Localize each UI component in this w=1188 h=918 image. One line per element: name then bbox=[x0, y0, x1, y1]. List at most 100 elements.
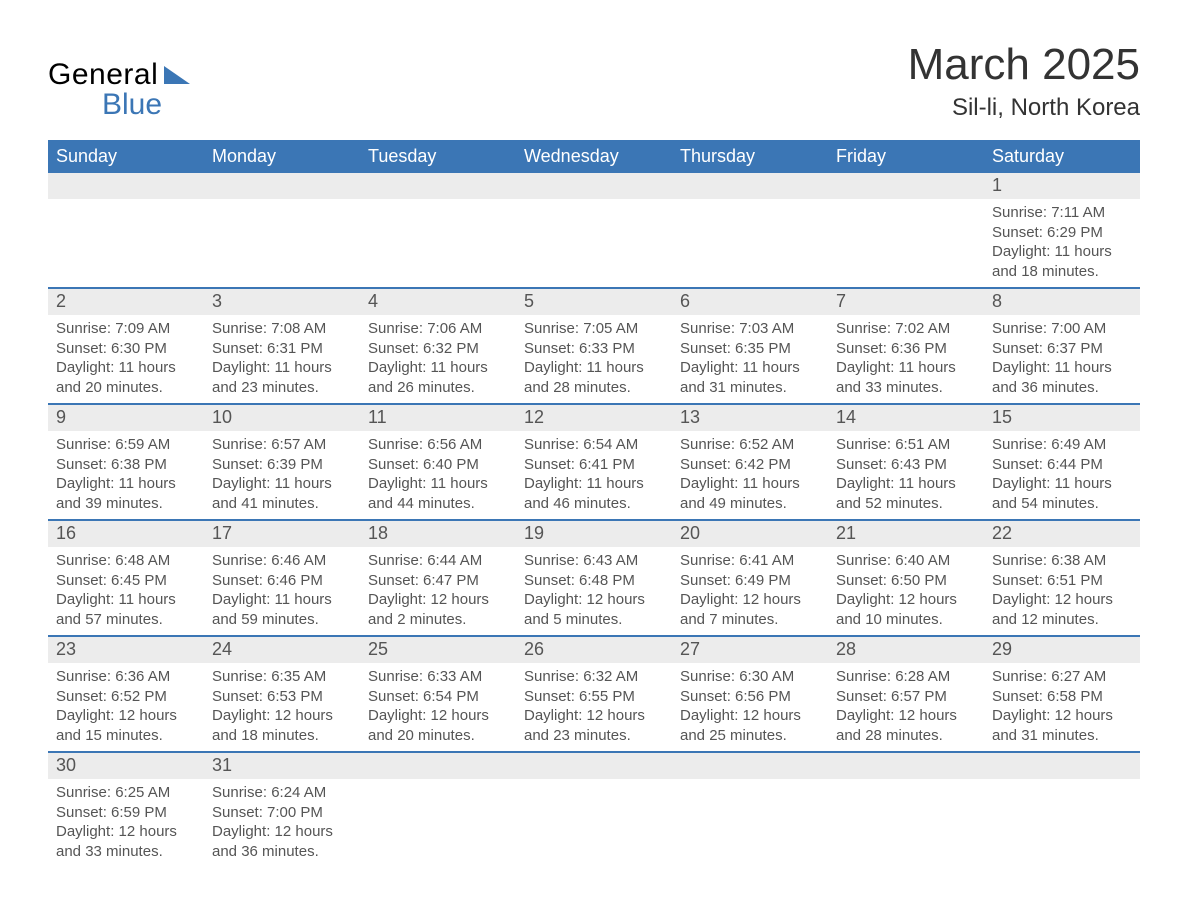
day-number: 9 bbox=[48, 405, 204, 431]
day-detail-line: and 41 minutes. bbox=[212, 494, 352, 514]
day-cell: 3Sunrise: 7:08 AMSunset: 6:31 PMDaylight… bbox=[204, 289, 360, 403]
month-title: March 2025 bbox=[908, 40, 1140, 90]
day-number: 21 bbox=[828, 521, 984, 547]
day-details: Sunrise: 6:44 AMSunset: 6:47 PMDaylight:… bbox=[360, 547, 516, 635]
day-detail-line: Sunset: 6:53 PM bbox=[212, 687, 352, 707]
week-row: 23Sunrise: 6:36 AMSunset: 6:52 PMDayligh… bbox=[48, 635, 1140, 751]
day-number: 4 bbox=[360, 289, 516, 315]
day-details: Sunrise: 7:02 AMSunset: 6:36 PMDaylight:… bbox=[828, 315, 984, 403]
day-number: 27 bbox=[672, 637, 828, 663]
day-cell: 13Sunrise: 6:52 AMSunset: 6:42 PMDayligh… bbox=[672, 405, 828, 519]
day-number: 26 bbox=[516, 637, 672, 663]
day-detail-line: Sunset: 6:31 PM bbox=[212, 339, 352, 359]
day-detail-line: Sunrise: 7:02 AM bbox=[836, 319, 976, 339]
day-number: 12 bbox=[516, 405, 672, 431]
day-detail-line: Sunrise: 6:57 AM bbox=[212, 435, 352, 455]
day-details: Sunrise: 7:09 AMSunset: 6:30 PMDaylight:… bbox=[48, 315, 204, 403]
weekday-header-cell: Saturday bbox=[984, 140, 1140, 173]
day-number: 5 bbox=[516, 289, 672, 315]
day-details: Sunrise: 7:03 AMSunset: 6:35 PMDaylight:… bbox=[672, 315, 828, 403]
week-row: 1Sunrise: 7:11 AMSunset: 6:29 PMDaylight… bbox=[48, 173, 1140, 287]
day-detail-line: Daylight: 12 hours bbox=[836, 706, 976, 726]
day-detail-line: Daylight: 12 hours bbox=[368, 590, 508, 610]
day-detail-line: Sunset: 6:35 PM bbox=[680, 339, 820, 359]
day-number: 10 bbox=[204, 405, 360, 431]
day-detail-line: Sunrise: 6:49 AM bbox=[992, 435, 1132, 455]
day-detail-line: Sunset: 6:44 PM bbox=[992, 455, 1132, 475]
day-detail-line: Daylight: 12 hours bbox=[56, 822, 196, 842]
day-detail-line: Daylight: 12 hours bbox=[680, 706, 820, 726]
day-details: Sunrise: 6:30 AMSunset: 6:56 PMDaylight:… bbox=[672, 663, 828, 751]
day-cell: 8Sunrise: 7:00 AMSunset: 6:37 PMDaylight… bbox=[984, 289, 1140, 403]
day-details: Sunrise: 6:46 AMSunset: 6:46 PMDaylight:… bbox=[204, 547, 360, 635]
day-number: 3 bbox=[204, 289, 360, 315]
logo-blue-text: Blue bbox=[102, 88, 190, 122]
day-detail-line: Sunrise: 6:43 AM bbox=[524, 551, 664, 571]
day-cell bbox=[984, 753, 1140, 867]
day-number: 15 bbox=[984, 405, 1140, 431]
day-number: 6 bbox=[672, 289, 828, 315]
day-detail-line: Sunrise: 7:03 AM bbox=[680, 319, 820, 339]
day-detail-line: Sunset: 6:47 PM bbox=[368, 571, 508, 591]
day-cell: 15Sunrise: 6:49 AMSunset: 6:44 PMDayligh… bbox=[984, 405, 1140, 519]
day-number: 2 bbox=[48, 289, 204, 315]
day-detail-line: and 59 minutes. bbox=[212, 610, 352, 630]
weekday-header-cell: Wednesday bbox=[516, 140, 672, 173]
day-cell: 27Sunrise: 6:30 AMSunset: 6:56 PMDayligh… bbox=[672, 637, 828, 751]
day-detail-line: Sunrise: 6:40 AM bbox=[836, 551, 976, 571]
day-detail-line: Sunrise: 7:11 AM bbox=[992, 203, 1132, 223]
day-cell: 17Sunrise: 6:46 AMSunset: 6:46 PMDayligh… bbox=[204, 521, 360, 635]
day-cell bbox=[516, 753, 672, 867]
day-number: 20 bbox=[672, 521, 828, 547]
day-number: 31 bbox=[204, 753, 360, 779]
day-details: Sunrise: 6:38 AMSunset: 6:51 PMDaylight:… bbox=[984, 547, 1140, 635]
day-cell: 14Sunrise: 6:51 AMSunset: 6:43 PMDayligh… bbox=[828, 405, 984, 519]
day-detail-line: and 44 minutes. bbox=[368, 494, 508, 514]
weekday-header-cell: Friday bbox=[828, 140, 984, 173]
day-detail-line: Sunset: 6:37 PM bbox=[992, 339, 1132, 359]
day-detail-line: Daylight: 11 hours bbox=[212, 474, 352, 494]
day-detail-line: and 31 minutes. bbox=[992, 726, 1132, 746]
day-detail-line: Sunrise: 6:27 AM bbox=[992, 667, 1132, 687]
day-detail-line: Sunrise: 7:06 AM bbox=[368, 319, 508, 339]
day-cell: 24Sunrise: 6:35 AMSunset: 6:53 PMDayligh… bbox=[204, 637, 360, 751]
day-detail-line: Sunset: 6:40 PM bbox=[368, 455, 508, 475]
day-detail-line: and 23 minutes. bbox=[212, 378, 352, 398]
day-details: Sunrise: 6:59 AMSunset: 6:38 PMDaylight:… bbox=[48, 431, 204, 519]
day-cell: 25Sunrise: 6:33 AMSunset: 6:54 PMDayligh… bbox=[360, 637, 516, 751]
day-number: 11 bbox=[360, 405, 516, 431]
day-details: Sunrise: 7:08 AMSunset: 6:31 PMDaylight:… bbox=[204, 315, 360, 403]
day-detail-line: Sunrise: 6:51 AM bbox=[836, 435, 976, 455]
empty-day-number bbox=[360, 753, 516, 779]
day-detail-line: and 33 minutes. bbox=[56, 842, 196, 862]
day-detail-line: Sunset: 6:30 PM bbox=[56, 339, 196, 359]
day-details: Sunrise: 7:00 AMSunset: 6:37 PMDaylight:… bbox=[984, 315, 1140, 403]
empty-day-number bbox=[204, 173, 360, 199]
logo-triangle-icon bbox=[164, 64, 190, 89]
day-detail-line: Sunset: 6:58 PM bbox=[992, 687, 1132, 707]
day-cell: 16Sunrise: 6:48 AMSunset: 6:45 PMDayligh… bbox=[48, 521, 204, 635]
day-details: Sunrise: 6:51 AMSunset: 6:43 PMDaylight:… bbox=[828, 431, 984, 519]
day-detail-line: Daylight: 11 hours bbox=[524, 474, 664, 494]
empty-day-number bbox=[48, 173, 204, 199]
day-details: Sunrise: 6:33 AMSunset: 6:54 PMDaylight:… bbox=[360, 663, 516, 751]
day-detail-line: Sunrise: 7:08 AM bbox=[212, 319, 352, 339]
day-detail-line: and 31 minutes. bbox=[680, 378, 820, 398]
day-details: Sunrise: 6:25 AMSunset: 6:59 PMDaylight:… bbox=[48, 779, 204, 867]
day-detail-line: Sunset: 6:41 PM bbox=[524, 455, 664, 475]
day-cell: 1Sunrise: 7:11 AMSunset: 6:29 PMDaylight… bbox=[984, 173, 1140, 287]
day-detail-line: and 15 minutes. bbox=[56, 726, 196, 746]
day-number: 17 bbox=[204, 521, 360, 547]
day-cell: 21Sunrise: 6:40 AMSunset: 6:50 PMDayligh… bbox=[828, 521, 984, 635]
empty-day-number bbox=[828, 753, 984, 779]
day-detail-line: Sunset: 6:46 PM bbox=[212, 571, 352, 591]
day-detail-line: Daylight: 11 hours bbox=[368, 358, 508, 378]
day-number: 25 bbox=[360, 637, 516, 663]
day-detail-line: Sunset: 6:32 PM bbox=[368, 339, 508, 359]
day-cell: 6Sunrise: 7:03 AMSunset: 6:35 PMDaylight… bbox=[672, 289, 828, 403]
day-detail-line: Sunrise: 6:28 AM bbox=[836, 667, 976, 687]
day-number: 8 bbox=[984, 289, 1140, 315]
day-cell: 31Sunrise: 6:24 AMSunset: 7:00 PMDayligh… bbox=[204, 753, 360, 867]
day-detail-line: and 36 minutes. bbox=[992, 378, 1132, 398]
day-detail-line: Sunset: 6:39 PM bbox=[212, 455, 352, 475]
